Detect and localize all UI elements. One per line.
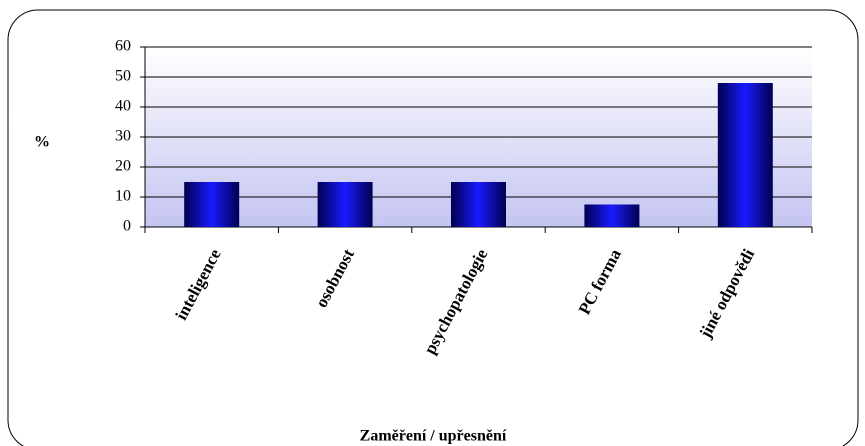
bar xyxy=(717,83,773,227)
bar xyxy=(184,182,240,227)
y-tick-label: 0 xyxy=(123,218,131,235)
y-tick-label: 10 xyxy=(115,188,131,205)
y-tick-label: 20 xyxy=(115,158,131,175)
bar xyxy=(317,182,373,227)
y-axis-label: % xyxy=(34,134,50,151)
bar xyxy=(451,182,506,227)
y-tick-label: 60 xyxy=(115,38,131,55)
x-axis-label: Zaměření / upřesnění xyxy=(360,428,507,445)
y-tick-label: 40 xyxy=(115,98,131,115)
y-tick-label: 50 xyxy=(115,68,131,85)
y-tick-label: 30 xyxy=(115,128,131,145)
bar xyxy=(584,204,640,227)
